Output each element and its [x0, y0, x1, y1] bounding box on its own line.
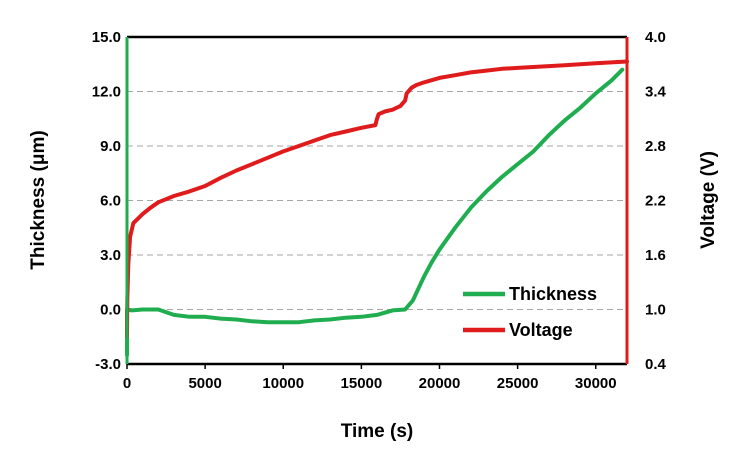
axes — [125, 35, 629, 369]
legend-label-voltage: Voltage — [509, 320, 573, 340]
y-right-tick-label: 3.4 — [645, 84, 667, 101]
legend-label-thickness: Thickness — [509, 284, 597, 304]
y-right-tick-label: 4.0 — [645, 29, 666, 46]
y-left-tick-label: 9.0 — [100, 138, 121, 155]
y-left-tick-label: 3.0 — [100, 247, 121, 264]
legend: Thickness Voltage — [463, 284, 597, 340]
x-tick-label: 20000 — [419, 375, 461, 392]
series-layer — [125, 59, 629, 357]
x-tick-label: 30000 — [575, 375, 617, 392]
y-right-axis-title: Voltage (V) — [698, 151, 719, 249]
y-left-tick-label: 6.0 — [100, 193, 121, 210]
series-line-voltage — [125, 59, 629, 339]
x-tick-label: 25000 — [497, 375, 539, 392]
tick-labels: 0 5000 10000 15000 20000 25000 30000 15.0 12.0 9.… — [92, 29, 667, 392]
y-right-tick-label: 1.0 — [645, 302, 666, 319]
y-left-tick-label: 0.0 — [100, 302, 121, 319]
y-left-tick-label: 12.0 — [92, 84, 121, 101]
y-left-axis-title: Thickness (μm) — [28, 130, 49, 269]
x-tick-label: 5000 — [188, 375, 221, 392]
x-tick-label: 10000 — [262, 375, 304, 392]
x-axis-title: Time (s) — [341, 421, 414, 442]
gridlines — [127, 91, 627, 310]
y-left-tick-label: 15.0 — [92, 29, 121, 46]
x-tick-label: 15000 — [341, 375, 383, 392]
y-right-tick-label: 1.6 — [645, 247, 666, 264]
y-right-tick-label: 2.2 — [645, 193, 666, 210]
y-right-tick-label: 2.8 — [645, 138, 666, 155]
y-right-tick-label: 0.4 — [645, 356, 667, 373]
series-line-thickness — [125, 67, 625, 357]
x-tick-label: 0 — [123, 375, 131, 392]
y-left-tick-label: -3.0 — [95, 356, 121, 373]
